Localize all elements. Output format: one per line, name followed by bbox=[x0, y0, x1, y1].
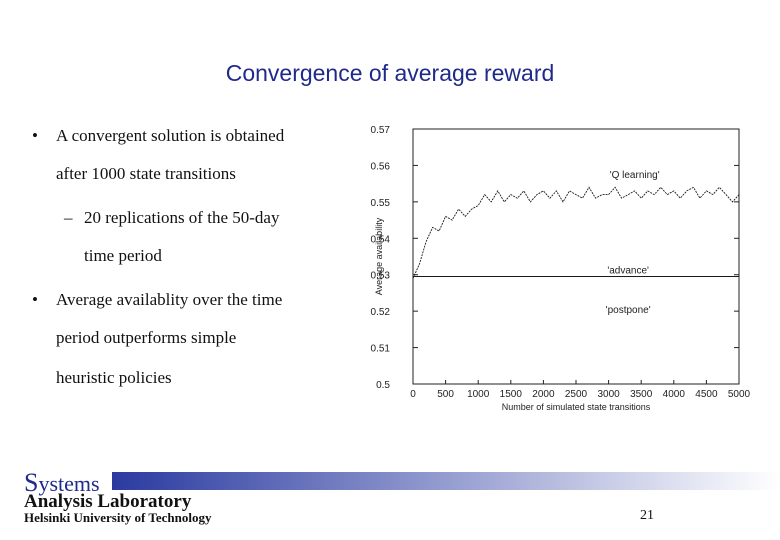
bullet-1-line-1: A convergent solution is obtained bbox=[56, 126, 285, 145]
x-tick-label: 500 bbox=[437, 389, 454, 400]
footer-systems-text: Systems bbox=[24, 468, 100, 498]
footer-university: Helsinki University of Technology bbox=[24, 510, 212, 525]
y-tick-label: 0.54 bbox=[371, 234, 391, 245]
bullet-1-line-2: after 1000 state transitions bbox=[56, 164, 236, 183]
sub-bullet-dash: – bbox=[64, 208, 73, 227]
x-tick-label: 3500 bbox=[630, 389, 653, 400]
y-tick-label: 0.5 bbox=[376, 380, 390, 391]
y-axis-label: Average availability bbox=[374, 217, 384, 295]
x-tick-label: 4500 bbox=[695, 389, 718, 400]
x-axis-label: Number of simulated state transitions bbox=[502, 402, 651, 412]
y-tick-label: 0.53 bbox=[371, 271, 391, 282]
footer-systems-initial: S bbox=[24, 468, 39, 497]
series-label-advance: 'advance' bbox=[607, 266, 649, 277]
series-line-q-learning bbox=[412, 186, 740, 279]
x-tick-label: 3000 bbox=[597, 389, 620, 400]
sub-bullet-line-2: time period bbox=[84, 246, 162, 265]
footer-systems-rest: ystems bbox=[38, 471, 100, 496]
x-tick-label: 2000 bbox=[532, 389, 555, 400]
y-tick-label: 0.57 bbox=[371, 125, 391, 136]
bullet-2-line-1: Average availablity over the time bbox=[56, 290, 283, 309]
x-tick-label: 0 bbox=[410, 389, 416, 400]
y-tick-label: 0.52 bbox=[371, 307, 391, 318]
page-number: 21 bbox=[640, 508, 654, 523]
sub-bullet-line-1: 20 replications of the 50-day bbox=[84, 208, 280, 227]
y-tick-label: 0.56 bbox=[371, 161, 391, 172]
y-tick-label: 0.55 bbox=[371, 198, 391, 209]
x-tick-label: 2500 bbox=[565, 389, 588, 400]
bullet-dot: • bbox=[32, 126, 38, 145]
x-tick-label: 4000 bbox=[663, 389, 686, 400]
average-reward-chart: 0.5 0.51 0.52 0.53 0.54 0.55 0.56 0.57 0 500 1000 1… bbox=[371, 125, 751, 412]
series-label-q-learning: 'Q learning' bbox=[610, 170, 660, 181]
plot-frame bbox=[412, 128, 740, 385]
footer-gradient-bar bbox=[112, 472, 780, 490]
bullet-2-line-3: heuristic policies bbox=[56, 368, 172, 387]
y-tick-label: 0.51 bbox=[371, 344, 391, 355]
bullet-dot: • bbox=[32, 290, 38, 309]
slide-title: Convergence of average reward bbox=[225, 60, 555, 86]
x-tick-label: 5000 bbox=[728, 389, 751, 400]
footer-lab-name: Analysis Laboratory bbox=[24, 491, 192, 512]
x-tick-label: 1500 bbox=[500, 389, 523, 400]
series-label-postpone: 'postpone' bbox=[606, 305, 651, 316]
x-tick-label: 1000 bbox=[467, 389, 490, 400]
bullet-2-line-2: period outperforms simple bbox=[56, 328, 237, 347]
